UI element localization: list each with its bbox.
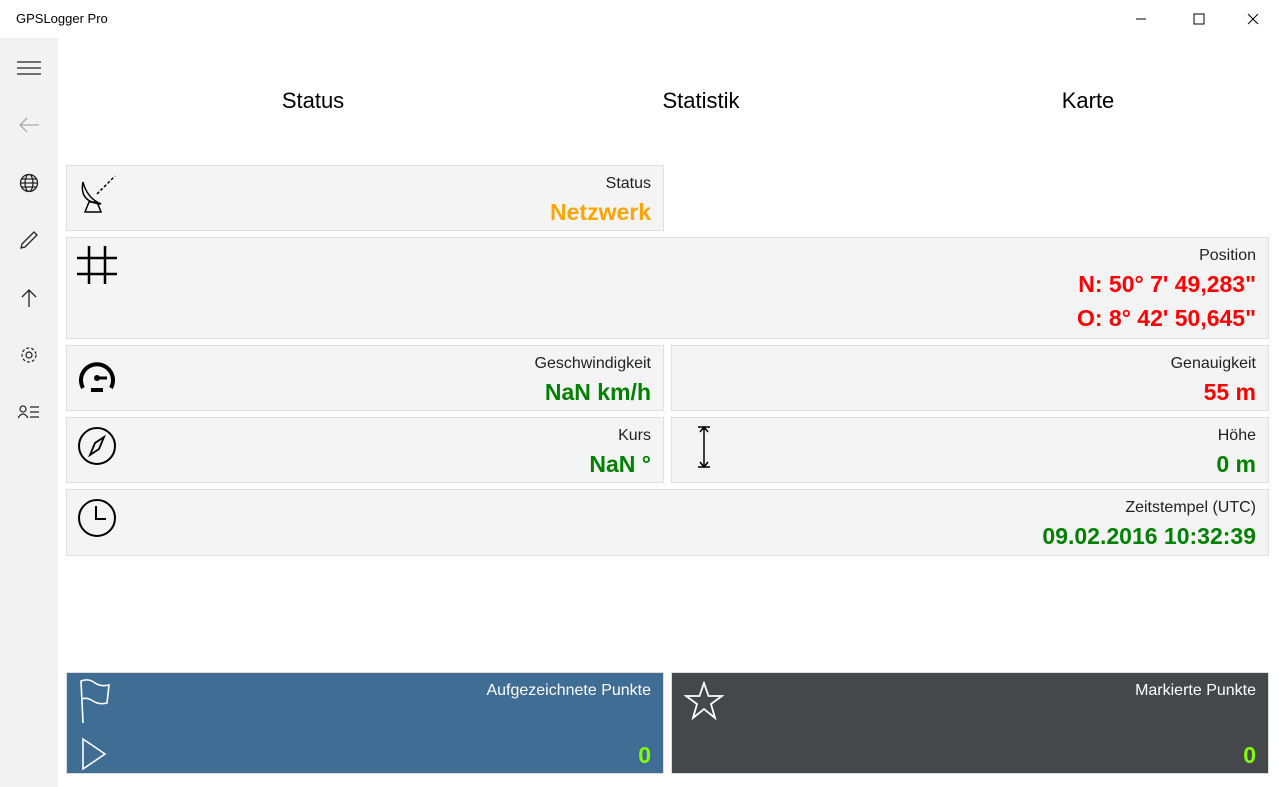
longitude-value: O: 8° 42' 50,645" bbox=[1076, 305, 1256, 331]
close-button[interactable] bbox=[1230, 0, 1276, 38]
tab-statistik[interactable]: Statistik bbox=[662, 88, 740, 113]
status-label: Status bbox=[605, 175, 651, 192]
position-label: Position bbox=[1199, 247, 1256, 264]
hamburger-icon bbox=[17, 61, 41, 75]
timestamp-label: Zeitstempel (UTC) bbox=[1125, 499, 1256, 516]
compass-icon bbox=[78, 427, 116, 465]
timestamp-value: 09.02.2016 10:32:39 bbox=[1042, 523, 1256, 549]
accuracy-value: 55 m bbox=[1203, 379, 1256, 405]
recorded-points-label: Aufgezeichnete Punkte bbox=[486, 682, 651, 699]
title-bar: GPSLogger Pro bbox=[0, 0, 1283, 38]
gear-icon bbox=[21, 347, 37, 363]
altitude-value: 0 m bbox=[1216, 451, 1256, 477]
position-card: Position N: 50° 7' 49,283" O: 8° 42' 50,… bbox=[66, 237, 1269, 339]
marked-points-card[interactable]: Markierte Punkte 0 bbox=[671, 672, 1269, 774]
menu-button[interactable] bbox=[0, 48, 58, 88]
globe-icon bbox=[19, 173, 39, 193]
altitude-icon bbox=[698, 425, 710, 468]
satellite-dish-icon bbox=[81, 175, 116, 213]
latitude-value: N: 50° 7' 49,283" bbox=[1078, 271, 1256, 297]
contact-list-icon bbox=[18, 405, 39, 419]
close-icon bbox=[1247, 13, 1259, 25]
flag-icon bbox=[80, 679, 110, 723]
speed-label: Geschwindigkeit bbox=[534, 355, 652, 372]
course-card: Kurs NaN ° bbox=[66, 417, 664, 483]
course-label: Kurs bbox=[618, 427, 651, 444]
marked-points-value: 0 bbox=[1243, 742, 1256, 768]
minimize-button[interactable] bbox=[1118, 0, 1164, 38]
speed-value: NaN km/h bbox=[544, 379, 651, 405]
speed-card: Geschwindigkeit NaN km/h bbox=[66, 345, 664, 411]
star-icon bbox=[684, 681, 724, 721]
status-card: Status Netzwerk bbox=[66, 165, 664, 231]
upload-arrow-icon bbox=[21, 289, 37, 307]
nav-settings[interactable] bbox=[0, 335, 58, 375]
sidebar bbox=[0, 38, 58, 787]
minimize-icon bbox=[1136, 18, 1146, 20]
clock-icon bbox=[78, 499, 116, 537]
nav-contacts[interactable] bbox=[0, 392, 58, 432]
tab-karte[interactable]: Karte bbox=[1061, 88, 1115, 113]
nav-edit[interactable] bbox=[0, 220, 58, 260]
altitude-card: Höhe 0 m bbox=[671, 417, 1269, 483]
nav-globe[interactable] bbox=[0, 163, 58, 203]
back-arrow-icon bbox=[19, 117, 39, 133]
maximize-button[interactable] bbox=[1176, 0, 1222, 38]
accuracy-label: Genauigkeit bbox=[1170, 355, 1256, 372]
status-value: Netzwerk bbox=[550, 199, 651, 225]
pencil-icon bbox=[20, 231, 38, 249]
speedometer-icon bbox=[79, 362, 115, 392]
tab-status[interactable]: Status bbox=[281, 88, 345, 113]
app-title: GPSLogger Pro bbox=[16, 11, 108, 26]
nav-upload[interactable] bbox=[0, 278, 58, 318]
course-value: NaN ° bbox=[589, 451, 651, 477]
recorded-points-card[interactable]: Aufgezeichnete Punkte 0 bbox=[66, 672, 664, 774]
marked-points-label: Markierte Punkte bbox=[1135, 682, 1256, 699]
accuracy-card: Genauigkeit 55 m bbox=[671, 345, 1269, 411]
altitude-label: Höhe bbox=[1217, 427, 1256, 444]
timestamp-card: Zeitstempel (UTC) 09.02.2016 10:32:39 bbox=[66, 489, 1269, 556]
play-icon[interactable] bbox=[81, 737, 109, 771]
grid-position-icon bbox=[77, 246, 117, 284]
maximize-icon bbox=[1193, 13, 1205, 25]
recorded-points-value: 0 bbox=[638, 742, 651, 768]
back-button[interactable] bbox=[0, 105, 58, 145]
